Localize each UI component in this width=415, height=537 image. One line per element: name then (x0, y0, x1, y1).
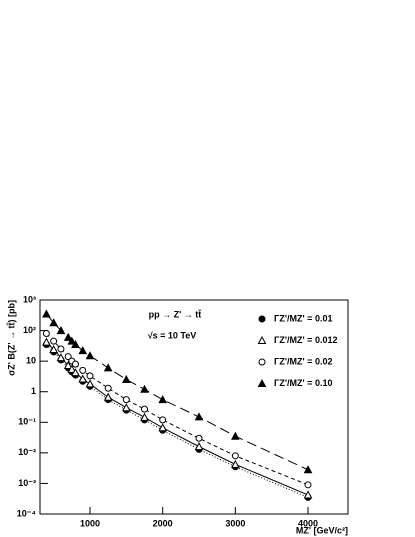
x-tick-label: 1000 (80, 518, 100, 528)
marker (195, 434, 203, 442)
marker (71, 360, 79, 368)
legend-marker (258, 358, 266, 366)
y-tick-label: 10² (23, 325, 36, 335)
marker (194, 412, 204, 421)
marker (140, 412, 149, 421)
marker (79, 366, 87, 374)
marker (42, 330, 50, 338)
marker (63, 332, 73, 341)
marker (122, 403, 131, 412)
x-tick-label: 2000 (153, 518, 173, 528)
marker (194, 442, 204, 451)
marker (86, 372, 94, 380)
marker (63, 360, 73, 370)
series-line (46, 333, 309, 486)
legend-label: ΓZ'/MZ' = 0.01 (274, 313, 332, 323)
marker (42, 337, 51, 346)
y-tick-label: 10⁻³ (18, 478, 36, 488)
series-line (46, 341, 309, 496)
marker (231, 459, 240, 468)
marker (50, 337, 58, 345)
marker (103, 363, 113, 372)
y-tick-label: 10³ (23, 294, 36, 304)
marker (303, 465, 313, 474)
y-tick-label: 1 (31, 386, 36, 396)
annotation: pp → Z' → tt̄ (149, 309, 202, 319)
marker (231, 452, 239, 460)
x-tick-label: 4000 (298, 518, 318, 528)
marker (140, 384, 149, 393)
marker (78, 346, 88, 355)
marker (159, 416, 167, 424)
legend-marker (257, 335, 267, 344)
marker (122, 396, 130, 404)
y-tick-label: 10⁻⁴ (17, 508, 36, 518)
legend-label: ΓZ'/MZ' = 0.02 (274, 356, 332, 366)
y-tick-label: 10⁻¹ (18, 417, 36, 427)
plot-frame (39, 299, 349, 515)
marker (122, 374, 131, 384)
legend-marker (258, 315, 266, 323)
legend-label: ΓZ'/MZ' = 0.10 (274, 378, 332, 388)
marker (64, 353, 72, 361)
y-tick-label: 10 (26, 356, 36, 366)
legend-label: ΓZ'/MZ' = 0.012 (274, 335, 337, 345)
marker (57, 345, 65, 353)
marker (71, 368, 80, 377)
marker (71, 339, 80, 349)
marker (158, 395, 168, 404)
marker (42, 309, 51, 318)
marker (303, 490, 313, 499)
x-tick-label: 3000 (225, 518, 245, 528)
marker (304, 481, 312, 489)
marker (85, 351, 95, 360)
y-axis-label: σZ' B(Z' → tt̄) [pb] (6, 300, 16, 376)
marker (67, 364, 77, 373)
legend-marker (257, 378, 267, 387)
marker (85, 379, 95, 388)
marker (67, 336, 77, 345)
marker (158, 423, 168, 432)
series-line (46, 344, 309, 498)
marker (103, 392, 113, 401)
marker (231, 431, 240, 440)
annotation: √s = 10 TeV (148, 330, 197, 340)
marker (141, 405, 149, 413)
marker (49, 344, 59, 354)
y-tick-label: 10⁻² (18, 447, 36, 457)
marker (104, 384, 112, 392)
marker (56, 353, 66, 362)
x-axis-label: MZ' [GeV/c²] (296, 525, 348, 535)
marker (78, 374, 88, 383)
marker (49, 318, 59, 327)
marker (56, 326, 66, 335)
